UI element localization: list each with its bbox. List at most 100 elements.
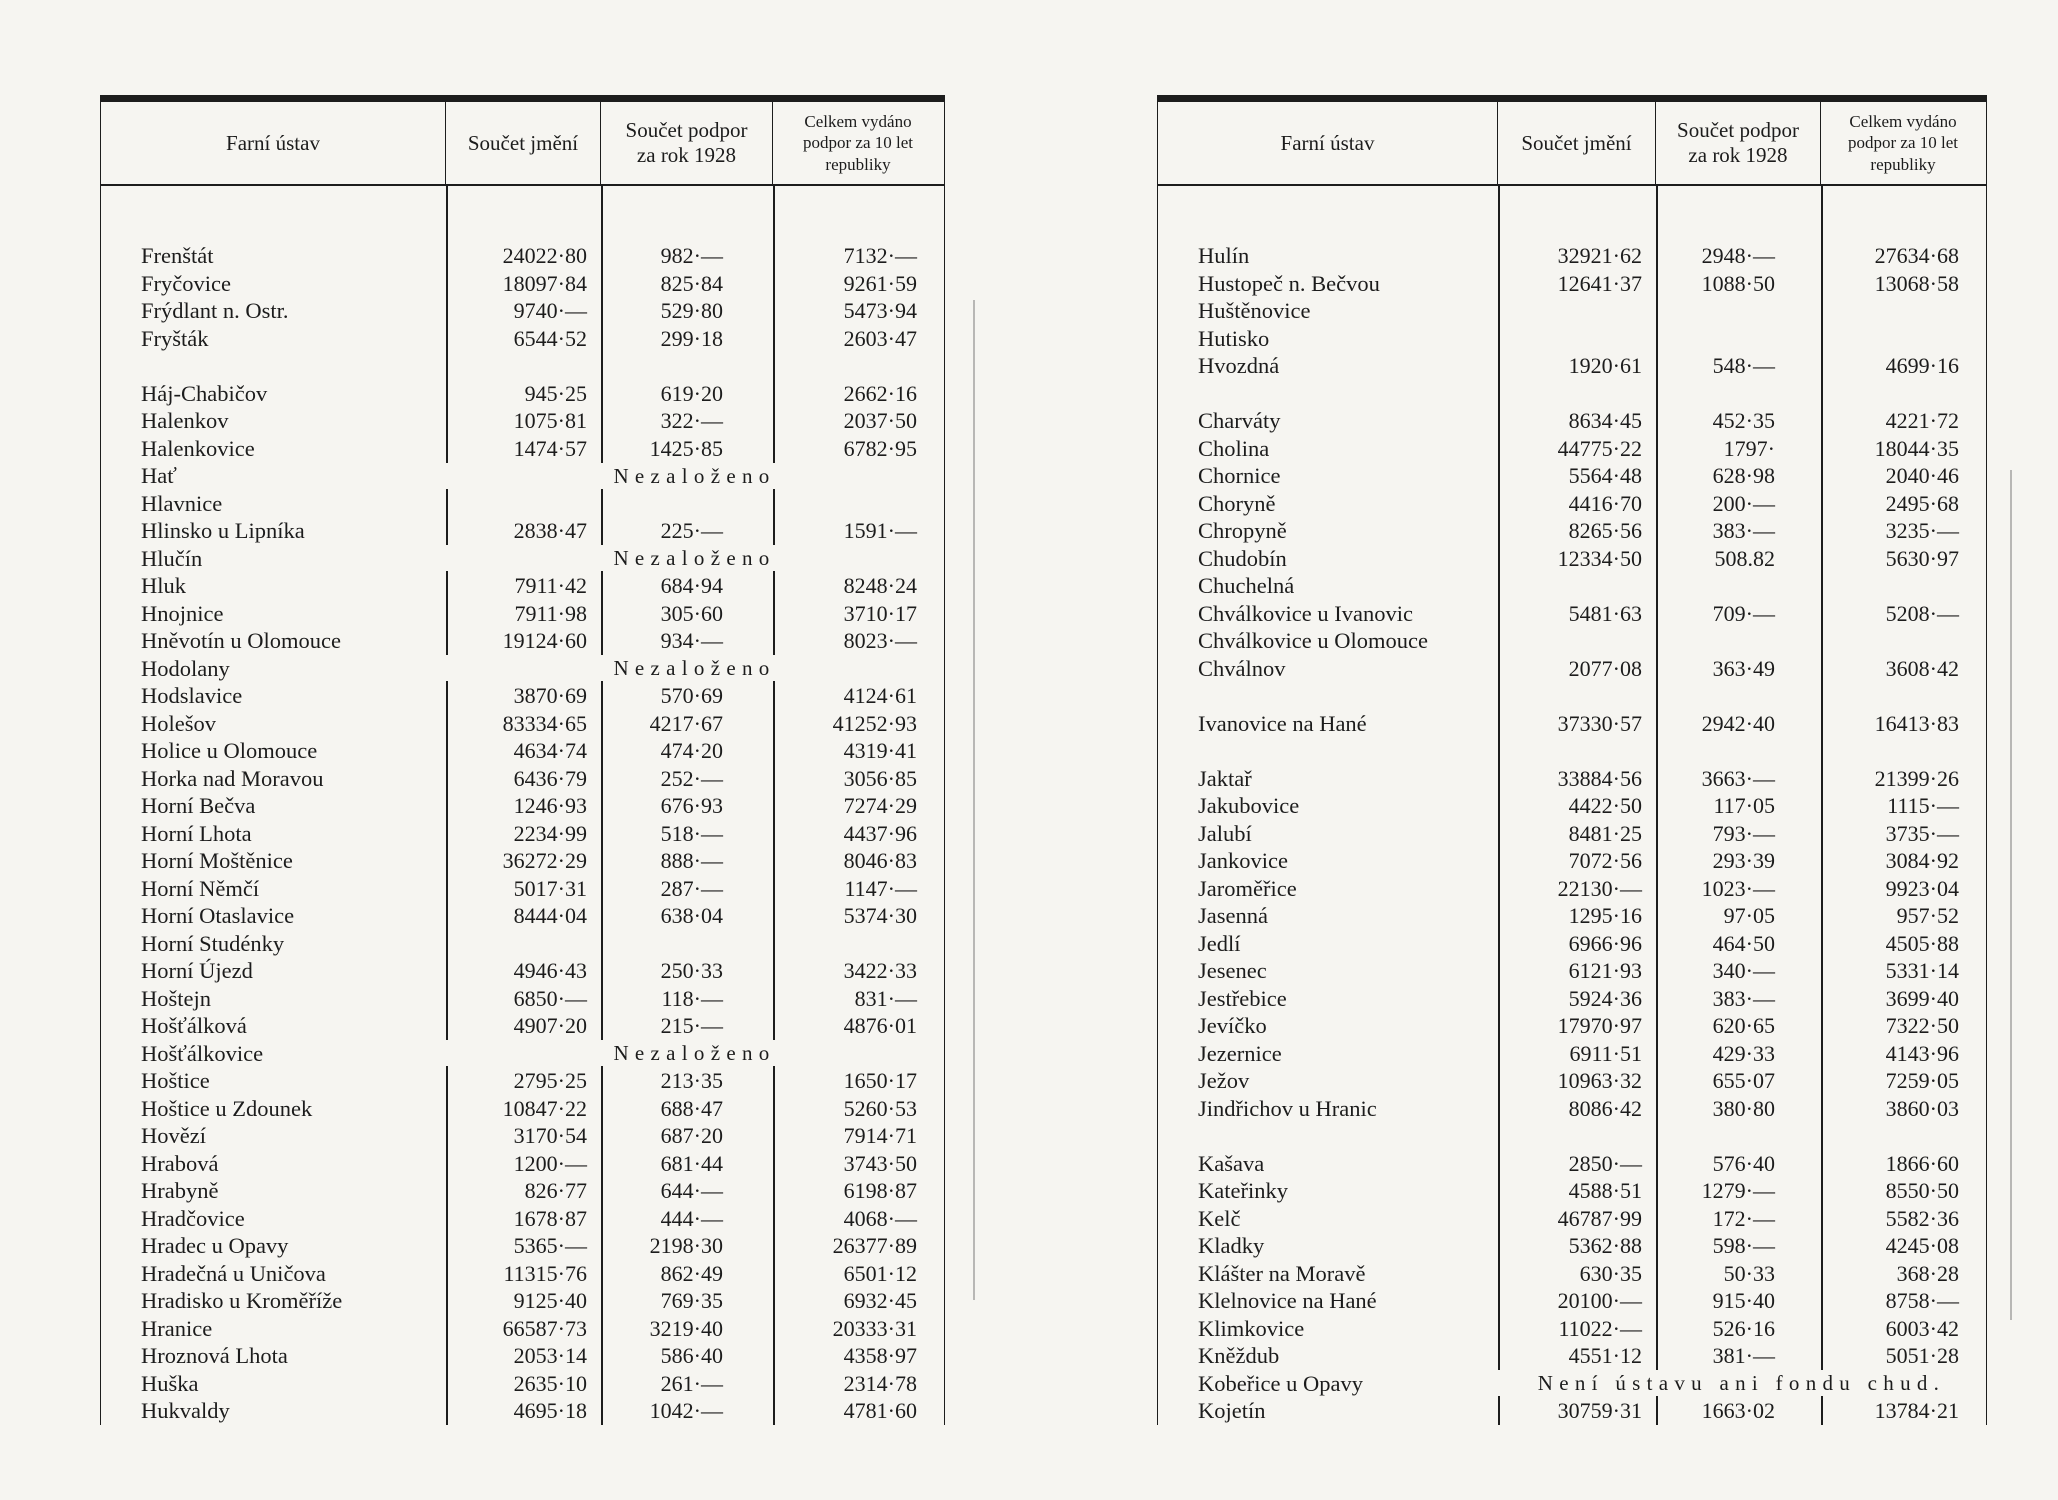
- parish-name: Chválkovice u Ivanovic: [1198, 600, 1413, 626]
- value-soucet-jmeni: 18097·84: [502, 270, 587, 296]
- spacer-row: [101, 352, 944, 380]
- parish-name: Jaktař: [1198, 765, 1252, 791]
- value-soucet-jmeni: 1295·16: [1568, 903, 1642, 928]
- spacer-row: [1158, 1122, 1986, 1150]
- value-celkem-10let: 6501·12: [843, 1260, 917, 1286]
- value-podpora-1928: [1656, 572, 1821, 600]
- parish-table-right: Farní ústav Součet jmění Součet podpor z…: [1157, 95, 1987, 1425]
- value-soucet-jmeni: 4946·43: [513, 958, 587, 983]
- value-podpora-1928: 1425·85: [649, 435, 723, 461]
- value-soucet-jmeni: 8481·25: [1568, 820, 1642, 846]
- table-row: Hoštejn 6850·— 118·— 831·—: [101, 985, 944, 1013]
- table-row: Chuchelná: [1158, 572, 1986, 600]
- table-row: Jindřichov u Hranic 8086·42 380·80 3860·03: [1158, 1095, 1986, 1123]
- value-soucet-jmeni: 8265·56: [1568, 518, 1642, 543]
- parish-name: Chropyně: [1198, 518, 1287, 543]
- value-celkem-10let: 5260·53: [843, 1095, 917, 1121]
- value-celkem-10let: 3084·92: [1885, 848, 1959, 873]
- table-row: Hutisko: [1158, 325, 1986, 353]
- parish-name: Chválnov: [1198, 655, 1286, 681]
- table-row: Hukvaldy 4695·18 1042·— 4781·60: [101, 1397, 944, 1425]
- value-podpora-1928: 213·35: [660, 1068, 723, 1093]
- value-podpora-1928: 97·05: [1723, 903, 1775, 928]
- parish-name: Chválkovice u Olomouce: [1198, 628, 1428, 653]
- column-rule: [1498, 186, 1500, 1425]
- value-podpora-1928: 619·20: [660, 380, 723, 406]
- value-soucet-jmeni: 11022·—: [1558, 1315, 1642, 1341]
- value-celkem-10let: 9923·04: [1885, 875, 1959, 901]
- table-row: Chornice 5564·48 628·98 2040·46: [1158, 462, 1986, 490]
- value-podpora-1928: [1656, 325, 1821, 353]
- table-row: Horní Otaslavice 8444·04 638·04 5374·30: [101, 902, 944, 930]
- parish-name: Jankovice: [1198, 848, 1288, 873]
- value-celkem-10let: 7914·71: [843, 1123, 917, 1148]
- table-row: Hradec u Opavy 5365·— 2198·30 26377·89: [101, 1232, 944, 1260]
- table-row: Jesenec 6121·93 340·— 5331·14: [1158, 957, 1986, 985]
- table-row: Horní Újezd 4946·43 250·33 3422·33: [101, 957, 944, 985]
- value-soucet-jmeni: 20100·—: [1557, 1288, 1642, 1313]
- parish-name: Chornice: [1198, 463, 1281, 488]
- parish-name: Kelč: [1198, 1205, 1241, 1231]
- value-podpora-1928: 3219·40: [649, 1315, 723, 1341]
- value-podpora-1928: 429·33: [1712, 1040, 1775, 1066]
- parish-name: Charváty: [1198, 408, 1281, 433]
- table-row: Jestřebice 5924·36 383·— 3699·40: [1158, 985, 1986, 1013]
- value-celkem-10let: 5208·—: [1885, 600, 1959, 626]
- scan-artifact-line: [973, 300, 975, 1300]
- value-podpora-1928: 687·20: [660, 1123, 723, 1148]
- parish-name: Jasenná: [1198, 903, 1268, 928]
- value-soucet-jmeni: 6966·96: [1568, 930, 1642, 956]
- value-soucet-jmeni: 19124·60: [502, 628, 587, 653]
- value-podpora-1928: 250·33: [660, 958, 723, 983]
- value-podpora-1928: 1279·—: [1701, 1178, 1775, 1203]
- value-soucet-jmeni: 8634·45: [1568, 408, 1642, 433]
- value-podpora-1928: 644·—: [660, 1178, 723, 1203]
- value-celkem-10let: 6003·42: [1885, 1315, 1959, 1341]
- parish-name: Jedlí: [1198, 930, 1241, 956]
- value-celkem-10let: 3710·17: [843, 600, 917, 626]
- value-soucet-jmeni: 1075·81: [513, 408, 587, 433]
- column-rule: [773, 186, 775, 1425]
- value-podpora-1928: 934·—: [660, 628, 723, 653]
- parish-name: Hrabová: [141, 1150, 219, 1176]
- value-podpora-1928: 2942·40: [1701, 710, 1775, 736]
- value-soucet-jmeni: 6544·52: [513, 325, 587, 351]
- parish-name: Hrabyně: [141, 1178, 219, 1203]
- value-soucet-jmeni: 1920·61: [1568, 353, 1642, 378]
- parish-name: Hoštejn: [141, 985, 211, 1011]
- table-row: Hlinsko u Lipníka 2838·47 225·— 1591·—: [101, 517, 944, 545]
- value-podpora-1928: 676·93: [660, 793, 723, 818]
- parish-name: Halenkovice: [141, 435, 255, 461]
- parish-name: Horní Otaslavice: [141, 903, 295, 928]
- value-podpora-1928: 322·—: [660, 408, 723, 433]
- table-row: Hrabová 1200·— 681·44 3743·50: [101, 1150, 944, 1178]
- value-podpora-1928: 508.82: [1714, 545, 1776, 571]
- value-podpora-1928: 982·—: [660, 243, 723, 268]
- table-row: Jankovice 7072·56 293·39 3084·92: [1158, 847, 1986, 875]
- value-soucet-jmeni: [1498, 572, 1656, 600]
- value-celkem-10let: 3735·—: [1885, 820, 1959, 846]
- parish-name: Hněvotín u Olomouce: [141, 628, 341, 653]
- value-soucet-jmeni: 5365·—: [513, 1233, 587, 1258]
- value-celkem-10let: [1821, 325, 1985, 353]
- value-soucet-jmeni: 10963·32: [1557, 1068, 1642, 1093]
- spacer-row: [1158, 737, 1986, 765]
- table-row: Hoštice 2795·25 213·35 1650·17: [101, 1067, 944, 1095]
- value-podpora-1928: 50·33: [1723, 1260, 1775, 1286]
- value-soucet-jmeni: 7911·42: [514, 573, 587, 598]
- parish-name: Hošťálková: [141, 1013, 247, 1038]
- value-soucet-jmeni: 2053·14: [513, 1343, 587, 1368]
- value-soucet-jmeni: 630·35: [1579, 1260, 1642, 1286]
- table-row: Holice u Olomouce 4634·74 474·20 4319·41: [101, 737, 944, 765]
- parish-name: Horní Bečva: [141, 793, 256, 818]
- value-soucet-jmeni: 4907·20: [513, 1013, 587, 1038]
- table-row: Halenkov 1075·81 322·— 2037·50: [101, 407, 944, 435]
- table-body: Hulín 32921·62 2948·— 27634·68 Hustopeč n. B…: [1157, 186, 1987, 1425]
- value-celkem-10let: 8248·24: [843, 573, 917, 598]
- parish-name: Klášter na Moravě: [1198, 1260, 1366, 1286]
- value-soucet-jmeni: 945·25: [524, 380, 587, 406]
- value-podpora-1928: 793·—: [1712, 820, 1775, 846]
- value-soucet-jmeni: 83334·65: [502, 710, 587, 736]
- value-soucet-jmeni: 4634·74: [513, 738, 587, 763]
- parish-name: Kobeřice u Opavy: [1198, 1370, 1363, 1396]
